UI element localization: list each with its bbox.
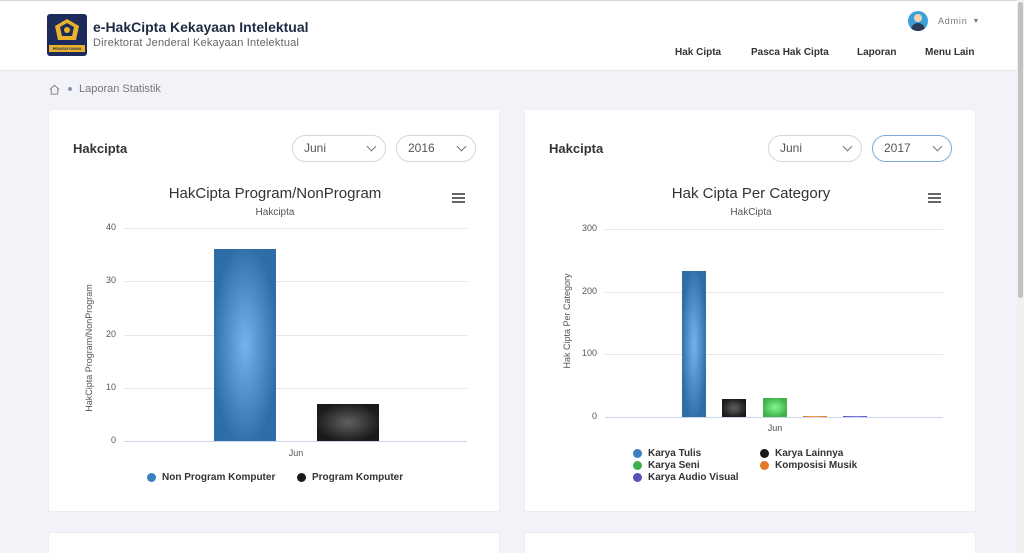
bar-karya-tulis[interactable] bbox=[682, 270, 706, 417]
card-per-category: Hakcipta Juni 2017 Hak Cipta Per Categor… bbox=[524, 109, 976, 512]
legend-item[interactable]: Karya Seni bbox=[633, 460, 700, 471]
legend-label: Program Komputer bbox=[312, 472, 404, 483]
legend-item[interactable]: Karya Tulis bbox=[633, 448, 701, 459]
month-select-value: Juni bbox=[780, 141, 803, 155]
legend-swatch bbox=[760, 461, 769, 470]
chart-menu-icon[interactable] bbox=[452, 193, 465, 204]
x-tick-label: Jun bbox=[767, 423, 783, 433]
bar-karya-seni[interactable] bbox=[763, 398, 787, 417]
legend-item[interactable]: Non Program Komputer bbox=[147, 472, 275, 483]
bar-non-program-komputer[interactable] bbox=[214, 249, 276, 441]
legend-item[interactable]: Karya Audio Visual bbox=[633, 472, 739, 483]
nav-laporan[interactable]: Laporan bbox=[857, 47, 897, 58]
legend-swatch bbox=[147, 473, 156, 482]
legend-label: Karya Tulis bbox=[648, 448, 702, 459]
legend-label: Komposisi Musik bbox=[775, 460, 858, 471]
user-menu[interactable]: Admin ▼ bbox=[908, 11, 979, 31]
bar-karya-lainnya[interactable] bbox=[722, 398, 746, 417]
month-select[interactable]: Juni bbox=[768, 135, 862, 162]
app-subtitle: Direktorat Jenderal Kekayaan Intelektual bbox=[93, 37, 300, 49]
top-header: PENGAYOMAN e-HakCipta Kekayaan Intelektu… bbox=[0, 0, 1024, 71]
home-icon[interactable] bbox=[48, 83, 61, 96]
app-title: e-HakCipta Kekayaan Intelektual bbox=[93, 19, 309, 35]
user-name[interactable]: Admin bbox=[938, 16, 968, 26]
scrollbar-thumb[interactable] bbox=[1018, 2, 1023, 298]
y-tick-label: 30 bbox=[105, 275, 116, 286]
card-program-nonprogram: Hakcipta Juni 2016 HakCipta Program/NonP… bbox=[48, 109, 500, 512]
year-select[interactable]: 2016 bbox=[396, 135, 476, 162]
gridline bbox=[605, 354, 943, 356]
chevron-down-icon bbox=[456, 141, 467, 152]
card-bottom-left bbox=[48, 532, 500, 553]
chart-title: Hak Cipta Per Category bbox=[671, 185, 831, 202]
caret-down-icon[interactable]: ▼ bbox=[972, 17, 980, 25]
y-tick-label: 200 bbox=[581, 285, 597, 296]
nav-hak-cipta[interactable]: Hak Cipta bbox=[675, 47, 722, 58]
logo-band: PENGAYOMAN bbox=[49, 45, 85, 52]
chevron-down-icon bbox=[842, 141, 853, 152]
legend-label: Karya Lainnya bbox=[775, 448, 844, 459]
x-axis-line bbox=[124, 441, 467, 442]
legend-swatch bbox=[633, 461, 642, 470]
chart-subtitle: Hakcipta bbox=[255, 207, 295, 218]
chevron-down-icon bbox=[932, 141, 943, 152]
legend-item[interactable]: Karya Lainnya bbox=[760, 448, 843, 459]
month-select[interactable]: Juni bbox=[292, 135, 386, 162]
y-tick-label: 0 bbox=[591, 411, 597, 421]
card-title: Hakcipta bbox=[549, 141, 604, 156]
year-select[interactable]: 2017 bbox=[872, 135, 952, 162]
bar-komposisi-musik[interactable] bbox=[803, 416, 827, 418]
legend-item[interactable]: Program Komputer bbox=[297, 472, 403, 483]
legend-label: Karya Audio Visual bbox=[648, 472, 739, 483]
legend-item[interactable]: Komposisi Musik bbox=[760, 460, 857, 471]
y-tick-label: 20 bbox=[105, 328, 116, 339]
breadcrumb: Laporan Statistik bbox=[48, 82, 161, 96]
gridline bbox=[124, 334, 467, 336]
nav-menu-lain[interactable]: Menu Lain bbox=[925, 47, 975, 58]
y-axis-label: HakCipta Program/NonProgram bbox=[84, 284, 94, 412]
month-select-value: Juni bbox=[304, 141, 327, 155]
bar-program-komputer[interactable] bbox=[317, 403, 379, 441]
gridline bbox=[605, 229, 943, 230]
gridline bbox=[124, 387, 467, 389]
x-tick-label: Jun bbox=[288, 448, 304, 458]
y-axis-label: Hak Cipta Per Category bbox=[562, 273, 572, 369]
bar-karya-audio-visual[interactable] bbox=[843, 416, 867, 418]
breadcrumb-separator bbox=[68, 87, 72, 91]
gridline bbox=[605, 291, 943, 293]
card-bottom-right bbox=[524, 532, 976, 553]
y-tick-label: 300 bbox=[581, 223, 597, 233]
chevron-down-icon bbox=[366, 141, 377, 152]
legend-swatch bbox=[633, 449, 642, 458]
legend-swatch bbox=[297, 473, 306, 482]
legend-label: Non Program Komputer bbox=[162, 472, 276, 483]
chart-menu-icon[interactable] bbox=[928, 193, 941, 204]
legend-label: Karya Seni bbox=[648, 460, 700, 471]
gridline bbox=[124, 228, 467, 229]
breadcrumb-current[interactable]: Laporan Statistik bbox=[79, 83, 161, 95]
year-select-value: 2017 bbox=[884, 141, 911, 155]
year-select-value: 2016 bbox=[408, 141, 435, 155]
y-tick-label: 100 bbox=[581, 348, 597, 359]
nav-pasca-hak-cipta[interactable]: Pasca Hak Cipta bbox=[751, 47, 829, 58]
card-title: Hakcipta bbox=[73, 141, 128, 156]
x-axis-line bbox=[605, 417, 943, 418]
y-tick-label: 10 bbox=[105, 381, 116, 392]
ministry-logo[interactable]: PENGAYOMAN bbox=[47, 14, 87, 56]
y-tick-label: 40 bbox=[105, 222, 116, 232]
chart-subtitle: HakCipta bbox=[730, 207, 772, 218]
gridline bbox=[124, 281, 467, 283]
page-scrollbar[interactable] bbox=[1017, 0, 1024, 553]
avatar[interactable] bbox=[908, 11, 928, 31]
legend-swatch bbox=[633, 473, 642, 482]
chart-title: HakCipta Program/NonProgram bbox=[168, 185, 382, 202]
seal-icon bbox=[55, 19, 79, 40]
legend-swatch bbox=[760, 449, 769, 458]
y-tick-label: 0 bbox=[110, 435, 116, 445]
